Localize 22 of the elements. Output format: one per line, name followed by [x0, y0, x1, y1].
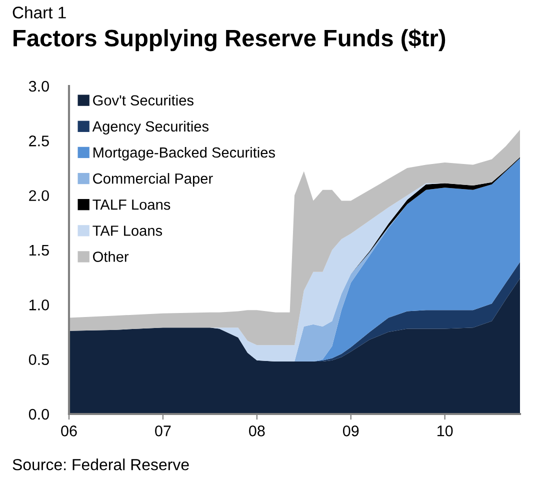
- legend-label: Agency Securities: [92, 120, 209, 134]
- legend-label: Gov't Securities: [93, 94, 194, 106]
- legend-label: TAF Loans: [92, 226, 162, 236]
- y-tick-label: 0.5: [28, 354, 49, 366]
- y-tick-label: 1.5: [29, 245, 49, 256]
- y-tick-label: 2.5: [29, 136, 49, 146]
- x-tick-label: 09: [342, 426, 359, 436]
- legend-label: Other: [93, 251, 129, 262]
- legend-label: Commercial Paper: [93, 173, 213, 187]
- y-tick-label: 2.0: [29, 190, 49, 202]
- y-tick-label: 0.0: [28, 408, 49, 420]
- x-tick-label: 10: [438, 426, 453, 436]
- chart-subtitle: Chart 1: [12, 6, 66, 18]
- y-tick-label: 1.0: [29, 300, 49, 310]
- chart-title: Factors Supplying Reserve Funds ($tr): [14, 28, 446, 52]
- y-tick-label: 3.0: [28, 80, 49, 92]
- x-tick-label: 06: [61, 426, 77, 436]
- legend-label: Mortgage-Backed Securities: [94, 146, 275, 161]
- source-note: Source: Federal Reserve: [12, 458, 189, 470]
- x-tick-label: 07: [155, 426, 171, 436]
- x-tick-label: 08: [249, 426, 265, 436]
- legend-label: TALF Loans: [92, 200, 170, 210]
